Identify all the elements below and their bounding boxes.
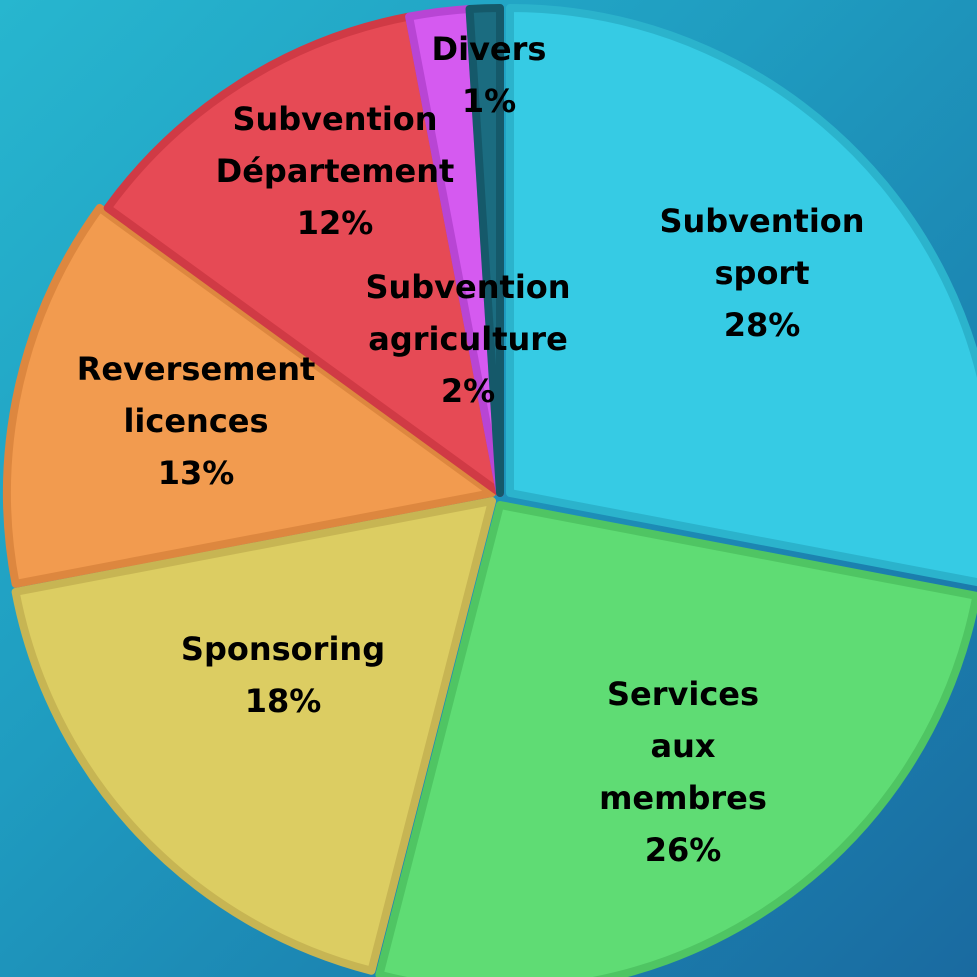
pie-labels: Subvention sport 28%Services aux membres 26%S… [77,30,865,869]
slice-label-subvention-sport: Subvention sport 28% [659,202,864,344]
slice-percent-label: 2% [441,372,495,410]
slice-name-line: Subvention [232,100,437,138]
slice-percent-label: 1% [462,82,516,120]
pie-slices [3,4,977,977]
slice-percent-label: 18% [245,682,322,720]
slice-name-line: Subvention [365,268,570,306]
slice-name-line: Subvention [659,202,864,240]
slice-name-line: licences [123,402,268,440]
pie-slice-subvention-sport[interactable] [506,4,977,587]
slice-label-divers: Divers 1% [432,30,547,120]
slice-name-line: membres [599,779,767,817]
slice-name-line: Département [216,152,455,190]
slice-name-line: agriculture [368,320,568,358]
pie-slice-subvention-d-partement[interactable] [103,12,504,497]
pie-slice-reversement-licences[interactable] [3,203,496,588]
slice-name-line: Sponsoring [181,630,385,668]
slice-percent-label: 26% [645,831,722,869]
slice-percent-label: 12% [297,204,374,242]
slice-name-line: Reversement [77,350,316,388]
slice-label-reversement-licences: Reversement licences 13% [77,350,316,492]
slice-percent-label: 13% [158,454,235,492]
pie-slice-divers[interactable] [465,4,504,497]
slice-label-sponsoring: Sponsoring 18% [181,630,385,720]
slice-name-line: Divers [432,30,547,68]
pie-slice-sponsoring[interactable] [11,497,496,975]
slice-name-line: aux [650,727,715,765]
slice-name-line: sport [714,254,809,292]
slice-label-subvention-agriculture: Subvention agriculture 2% [365,268,570,410]
slice-name-line: Services [607,675,759,713]
slice-label-subvention-d-partement: Subvention Département 12% [216,100,455,242]
slice-percent-label: 28% [724,306,801,344]
pie-slice-services-aux-membres[interactable] [375,501,977,977]
slice-label-services-aux-membres: Services aux membres 26% [599,675,767,869]
